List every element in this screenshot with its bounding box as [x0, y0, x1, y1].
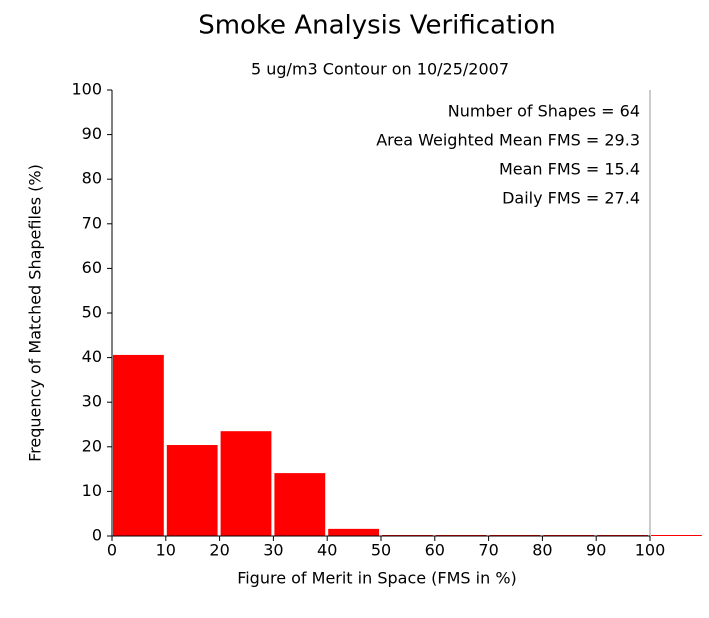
chart-title: Smoke Analysis Verification [198, 11, 556, 41]
y-tick-label: 0 [92, 526, 102, 545]
y-tick-label: 40 [82, 347, 102, 366]
y-axis-label: Frequency of Matched Shapefiles (%) [26, 164, 45, 462]
x-tick-label: 60 [425, 541, 445, 560]
y-tick-label: 100 [71, 80, 102, 99]
y-tick-label: 30 [82, 392, 102, 411]
annotation: Daily FMS = 27.4 [502, 189, 640, 208]
y-tick-label: 90 [82, 124, 102, 143]
annotation: Number of Shapes = 64 [448, 102, 640, 121]
x-tick-label: 80 [532, 541, 552, 560]
y-tick-label: 20 [82, 436, 102, 455]
y-tick-label: 80 [82, 169, 102, 188]
annotation: Mean FMS = 15.4 [499, 160, 640, 179]
y-tick-label: 70 [82, 213, 102, 232]
chart-subtitle: 5 ug/m3 Contour on 10/25/2007 [251, 60, 509, 79]
y-tick-label: 50 [82, 303, 102, 322]
bar [113, 354, 164, 536]
bar [651, 535, 702, 536]
x-tick-label: 40 [317, 541, 337, 560]
x-tick-label: 30 [263, 541, 283, 560]
y-tick-label: 60 [82, 258, 102, 277]
x-tick-label: 100 [635, 541, 666, 560]
x-axis-label: Figure of Merit in Space (FMS in %) [237, 569, 517, 588]
x-tick-label: 20 [209, 541, 229, 560]
y-tick-label: 10 [82, 481, 102, 500]
bar [166, 445, 218, 536]
x-tick-label: 0 [107, 541, 117, 560]
x-tick-label: 70 [478, 541, 498, 560]
annotation: Area Weighted Mean FMS = 29.3 [376, 131, 640, 150]
x-tick-label: 50 [371, 541, 391, 560]
bar [328, 528, 379, 536]
x-tick-label: 10 [156, 541, 176, 560]
bar [274, 473, 326, 536]
x-tick-label: 90 [586, 541, 606, 560]
bar [220, 431, 272, 536]
